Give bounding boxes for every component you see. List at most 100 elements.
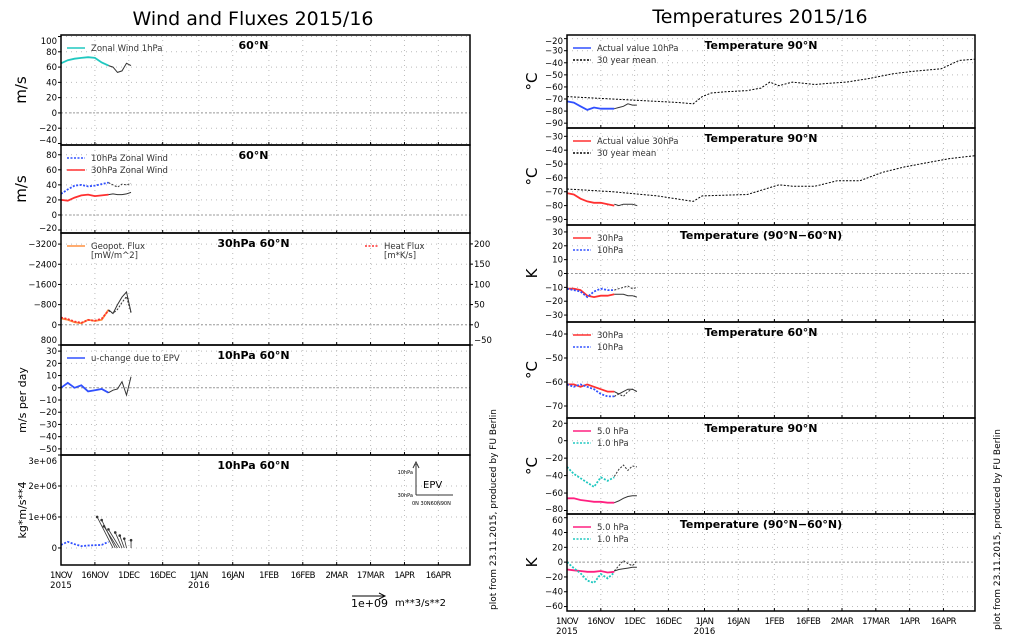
forecast-line [613,464,637,477]
y-tick-label: −20 [39,124,57,134]
legend-label-unit: [m*K/s] [384,251,416,261]
y-tick-label: −60 [545,378,563,388]
forecast-line [614,566,637,572]
x-tick-label: 16DEC [655,617,682,627]
epv-inset-30hpa: 30hPa [398,493,413,499]
panel-title: 30hPa 60°N [217,237,289,250]
x-tick-label: 16FEB [796,617,821,627]
forecast-line [613,559,638,572]
y-tick-label: −20 [545,454,563,464]
forecast-line [614,495,637,504]
epv-arrow-head [113,531,117,534]
series-line [60,193,109,202]
y-right-tick-label: 100 [474,280,490,290]
panel-11: 60 40 20 0 −20 −40 −60 Temperature (90°N−60°N) K… [523,513,976,637]
legend-label: 1.0 hPa [597,439,629,449]
x-tick-label: 1FEB [765,617,785,627]
y-tick-label: 60 [552,516,563,526]
panel-title: Temperature 90°N [705,422,818,435]
x-tick-label: 16NOV [587,617,615,627]
y-tick-label: −30 [545,47,563,57]
y-tick-label: 20 [552,420,563,430]
series-line [60,56,109,67]
y-tick-label: −80 [545,107,563,117]
x-tick-label: 17MAR [357,571,385,581]
forecast-line [108,295,132,315]
y-tick-label: −800 [34,301,57,311]
series-line [566,383,615,398]
panel-title: 60°N [238,39,268,52]
epv-arrow-head [122,537,126,540]
y-axis-label: m/s per day [16,367,29,433]
series-line [566,466,615,489]
credit-right: plot from 23.11.2015, produced by FU Ber… [993,429,1003,630]
x-tick-label: 2MAR [831,617,854,627]
epv-inset-10hpa: 10hPa [398,470,413,476]
y-tick-label: −30 [39,420,57,430]
epv-arrow-head [100,518,103,522]
x-tick-label: 2MAR [325,571,348,581]
x-tick-label: 1DEC [118,571,140,581]
panel-2: 80 60 40 20 0 −20 60°N m/s 10hPa Zonal Wind 30hPa… [12,144,471,234]
legend-label: 30hPa [597,331,623,341]
epv-inset-x-labels: 0N 30N60N90N [412,501,451,507]
reference-vector-value: 1e+09 [351,597,388,610]
y-tick-label: −40 [39,136,57,146]
x-tick-label: 16APR [426,571,452,581]
y-tick-label: 10 [46,372,57,382]
forecast-line [108,62,132,73]
y-tick-label: 40 [46,181,57,191]
forecast-line [108,376,132,397]
legend-label: 30hPa [597,234,623,244]
y-axis-label: K [523,267,541,278]
y-tick-label: −20 [545,573,563,583]
y-axis-label: °C [523,73,541,91]
y-axis-label: kg*m/s**4 [16,481,29,538]
x-tick-label: 1DEC [624,617,646,627]
panel-title: 10hPa 60°N [217,349,289,362]
y-tick-label: −20 [545,297,563,307]
y-tick-label: 0 [52,211,57,221]
y-tick-label: −40 [545,588,563,598]
y-tick-label: −50 [545,71,563,81]
y-tick-label: 3e+06 [28,457,57,467]
x-tick-year: 2015 [50,581,72,591]
x-tick-label: 16NOV [81,571,109,581]
legend-label: 30hPa Zonal Wind [91,166,168,176]
y-right-tick-label: −50 [474,336,492,346]
forecast-line [614,388,638,395]
legend-label: 10hPa Zonal Wind [91,154,168,164]
y-tick-label: 60 [46,166,57,176]
forecast-line [60,540,109,548]
y-tick-label: 80 [46,48,57,58]
y-tick-label: −2400 [28,260,57,270]
y-tick-label: −20 [39,408,57,418]
legend-label: Actual value 10hPa [597,44,678,54]
y-axis-label: m/s [12,175,30,203]
y-tick-label: −10 [545,283,563,293]
y-tick-label: 0 [52,321,57,331]
epv-arrow [119,535,125,549]
epv-arrow-head [95,515,99,519]
x-tick-label: 16JAN [727,617,750,627]
y-tick-label: 0 [558,270,563,280]
y-tick-label: 20 [552,242,563,252]
legend-label: 5.0 hPa [597,523,629,533]
series-line [566,155,976,202]
x-tick-label: 16FEB [291,571,316,581]
y-tick-label: −60 [545,602,563,612]
y-tick-label: −70 [545,188,563,198]
forecast-line [108,191,132,196]
series-line [60,381,109,394]
epv-arrow [114,532,123,549]
panel-title: Temperature (90°N−60°N) [680,518,842,531]
forecast-line [614,388,638,398]
legend-label: 30 year mean [597,56,656,66]
panel-8: 30 20 10 0 −10 −20 −30 Temperature (90°N−60°N) K… [523,224,976,323]
y-tick-label: 0 [52,384,57,394]
x-tick-label: 1FEB [259,571,279,581]
panel-title: 10hPa 60°N [217,459,289,472]
y-tick-label: −60 [545,489,563,499]
legend-label: Zonal Wind 1hPa [91,44,163,54]
